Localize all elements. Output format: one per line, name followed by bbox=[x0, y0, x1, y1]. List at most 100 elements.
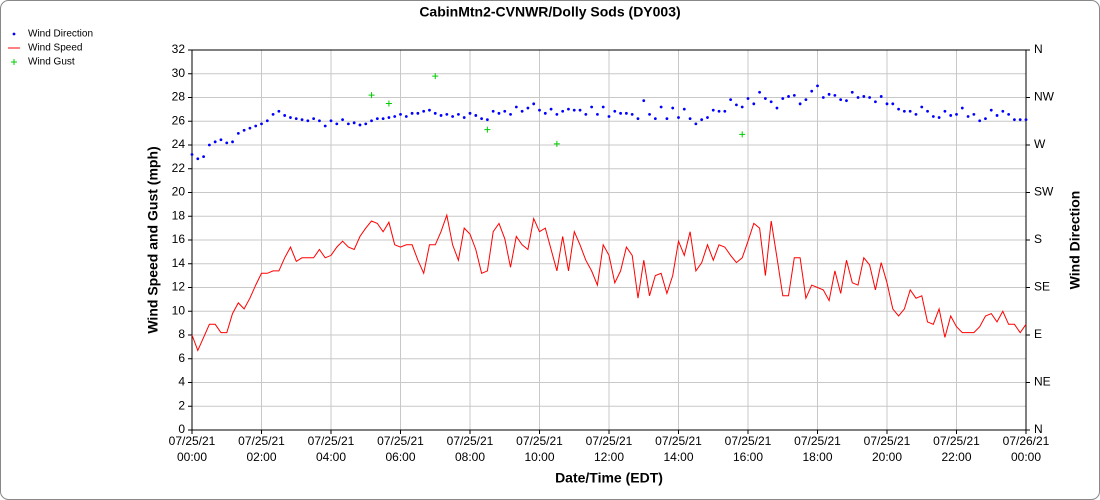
direction-point bbox=[306, 119, 310, 123]
direction-point bbox=[219, 138, 223, 142]
direction-point bbox=[399, 112, 402, 116]
direction-point bbox=[682, 107, 686, 111]
gust-point bbox=[385, 100, 392, 107]
direction-point bbox=[711, 108, 715, 112]
direction-point bbox=[277, 109, 281, 113]
direction-point bbox=[358, 123, 362, 127]
direction-point bbox=[283, 114, 287, 117]
direction-point bbox=[740, 105, 744, 109]
direction-point bbox=[630, 112, 634, 116]
speed-line bbox=[191, 213, 1027, 352]
direction-point bbox=[346, 122, 350, 126]
direction-point bbox=[300, 118, 304, 122]
x-tick-label: 07/25/21 20:00 bbox=[864, 434, 911, 464]
direction-point bbox=[642, 99, 646, 103]
direction-point bbox=[416, 111, 420, 115]
direction-point bbox=[885, 102, 889, 106]
chart-title: CabinMtn2-CVNWR/Dolly Sods (DY003) bbox=[419, 4, 680, 20]
direction-point bbox=[520, 109, 524, 113]
direction-point bbox=[480, 117, 483, 121]
direction-point bbox=[752, 102, 756, 106]
y-tick-label: 30 bbox=[172, 66, 186, 80]
y-tick-label: 28 bbox=[172, 90, 186, 104]
direction-point bbox=[665, 117, 669, 121]
direction-point bbox=[364, 122, 368, 126]
direction-point bbox=[856, 96, 860, 99]
direction-point bbox=[735, 103, 738, 107]
y2-tick-label: NE bbox=[1034, 375, 1051, 389]
y-tick-label: 12 bbox=[172, 280, 186, 294]
direction-point bbox=[503, 109, 507, 113]
direction-point bbox=[659, 105, 663, 109]
direction-point bbox=[323, 124, 327, 128]
direction-point bbox=[549, 107, 553, 111]
x-tick-label: 07/25/21 10:00 bbox=[516, 434, 563, 464]
direction-point bbox=[393, 115, 397, 118]
y2-tick-label: SE bbox=[1034, 280, 1050, 294]
x-tick-label: 07/25/21 12:00 bbox=[586, 434, 633, 464]
direction-point bbox=[706, 116, 709, 119]
direction-point bbox=[972, 112, 976, 116]
direction-point bbox=[845, 99, 848, 103]
direction-point bbox=[781, 97, 785, 100]
direction-point bbox=[850, 90, 854, 94]
legend-swatch bbox=[12, 32, 16, 36]
direction-point bbox=[787, 95, 790, 98]
y-tick-label: 8 bbox=[178, 327, 185, 341]
direction-point bbox=[636, 117, 640, 121]
direction-point bbox=[1007, 112, 1011, 116]
direction-point bbox=[289, 116, 292, 119]
direction-point bbox=[694, 122, 698, 126]
gust-point bbox=[368, 92, 375, 99]
x-tick-label: 07/25/21 22:00 bbox=[933, 434, 980, 464]
direction-point bbox=[543, 111, 547, 115]
direction-point bbox=[497, 111, 501, 115]
y2-tick-label: N bbox=[1034, 422, 1043, 436]
direction-point bbox=[908, 109, 912, 113]
gust-point bbox=[739, 131, 746, 138]
direction-point bbox=[955, 112, 958, 116]
direction-point bbox=[370, 119, 373, 123]
direction-point bbox=[555, 112, 559, 116]
y-tick-label: 22 bbox=[172, 161, 186, 175]
direction-point bbox=[335, 122, 339, 126]
direction-point bbox=[231, 140, 234, 144]
direction-point bbox=[624, 111, 628, 115]
direction-point bbox=[989, 108, 993, 112]
gust-point bbox=[553, 140, 560, 147]
direction-point bbox=[868, 96, 872, 99]
y-tick-label: 4 bbox=[178, 375, 185, 389]
direction-point bbox=[474, 114, 478, 117]
direction-point bbox=[433, 111, 437, 115]
direction-point bbox=[578, 108, 582, 112]
plot-border bbox=[191, 49, 1027, 431]
x-tick-label: 07/25/21 04:00 bbox=[308, 434, 355, 464]
direction-point bbox=[798, 102, 802, 106]
direction-point bbox=[532, 102, 536, 106]
x-tick-label: 07/25/21 00:00 bbox=[169, 434, 216, 464]
direction-point bbox=[688, 117, 692, 121]
direction-point bbox=[937, 116, 941, 119]
y2-tick-label: E bbox=[1034, 327, 1042, 341]
direction-point bbox=[729, 98, 733, 102]
direction-point bbox=[763, 97, 767, 100]
direction-point bbox=[213, 140, 217, 144]
direction-point bbox=[862, 95, 866, 98]
y-tick-label: 6 bbox=[178, 351, 185, 365]
y-tick-label: 24 bbox=[172, 137, 186, 151]
direction-point bbox=[839, 98, 843, 102]
x-tick-label: 07/25/21 16:00 bbox=[725, 434, 772, 464]
direction-point bbox=[468, 111, 472, 115]
direction-point bbox=[590, 105, 594, 109]
direction-point bbox=[978, 119, 982, 123]
y2-tick-label: N bbox=[1034, 42, 1043, 56]
x-tick-label: 07/25/21 18:00 bbox=[794, 434, 841, 464]
direction-point bbox=[897, 107, 900, 111]
direction-point bbox=[196, 157, 200, 161]
direction-point bbox=[717, 109, 721, 113]
direction-point bbox=[833, 93, 837, 97]
direction-point bbox=[236, 131, 240, 135]
direction-point bbox=[810, 89, 814, 93]
direction-point bbox=[671, 106, 675, 110]
